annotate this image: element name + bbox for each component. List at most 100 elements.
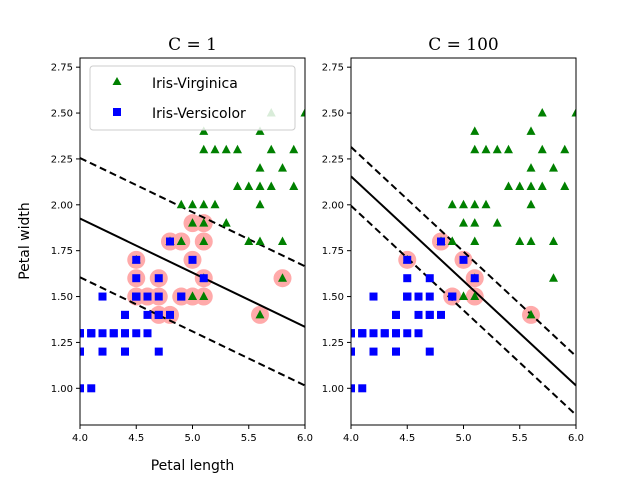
data-point-versicolor (109, 329, 118, 338)
chart-c1: C = 1 4.0 4.5 5.0 5.5 6.0 1.00 1.25 1.50 1.75 2.… (17, 35, 313, 474)
data-point-versicolor (154, 274, 163, 283)
data-point-virginica (255, 236, 265, 245)
data-point-versicolor (380, 329, 389, 338)
data-point-versicolor (166, 237, 174, 246)
data-point-virginica (470, 126, 480, 135)
data-point-virginica (221, 144, 231, 154)
data-point-virginica (526, 163, 536, 172)
data-point-virginica (278, 236, 287, 245)
data-point-virginica (188, 291, 197, 301)
x-tick-label: 6.0 (568, 433, 584, 444)
legend-marker-virginica (112, 77, 122, 85)
margin-line-upper (351, 146, 576, 357)
data-point-virginica (537, 181, 547, 190)
data-point-virginica (199, 199, 209, 209)
data-point-virginica (210, 199, 220, 209)
chart-title: C = 1 (168, 35, 217, 55)
data-point-virginica (526, 181, 536, 190)
y-tick-label: 1.75 (322, 246, 344, 257)
data-point-virginica (526, 309, 536, 319)
data-point-versicolor (403, 255, 412, 264)
data-point-versicolor (403, 292, 412, 301)
data-point-virginica (560, 144, 570, 154)
data-point-virginica (233, 181, 242, 190)
margin-line-lower (80, 276, 305, 387)
legend-box (89, 65, 296, 131)
data-point-virginica (447, 236, 457, 245)
data-point-versicolor (132, 255, 141, 264)
data-point-versicolor (199, 274, 208, 283)
data-point-virginica (255, 163, 265, 172)
data-point-virginica (549, 273, 558, 282)
data-point-virginica (176, 236, 186, 245)
data-point-virginica (560, 181, 570, 190)
data-point-virginica (526, 126, 536, 135)
data-point-virginica (199, 236, 209, 245)
data-point-virginica (526, 199, 536, 209)
data-point-virginica (233, 144, 242, 154)
data-point-virginica (221, 218, 231, 227)
data-point-virginica (447, 199, 457, 209)
data-point-versicolor (403, 274, 412, 283)
y-axis: 1.00 1.25 1.50 1.75 2.00 2.25 2.50 2.75 (51, 63, 80, 395)
data-point-versicolor (392, 347, 400, 356)
y-tick-label: 1.25 (51, 338, 73, 349)
data-point-virginica (210, 144, 220, 154)
margin-line-lower (351, 204, 576, 416)
legend: Iris-Virginica Iris-Versicolor (89, 65, 296, 131)
data-point-versicolor (369, 329, 378, 338)
x-tick-label: 6.0 (297, 433, 313, 444)
data-point-virginica (537, 108, 547, 117)
data-point-versicolor (143, 310, 152, 319)
data-point-virginica (300, 108, 305, 117)
data-point-versicolor (121, 329, 129, 338)
data-point-virginica (470, 144, 480, 154)
data-point-virginica (481, 144, 491, 154)
data-point-versicolor (392, 310, 400, 319)
data-point-virginica (549, 163, 558, 172)
x-axis: 4.0 4.5 5.0 5.5 6.0 (343, 425, 584, 444)
data-point-virginica (515, 181, 525, 190)
data-point-versicolor (351, 329, 355, 338)
data-point-versicolor (87, 329, 96, 338)
data-point-virginica (266, 181, 276, 190)
x-tick-label: 5.0 (185, 433, 201, 444)
data-point-virginica (515, 236, 525, 245)
data-point-virginica (459, 199, 468, 209)
data-point-virginica (549, 236, 558, 245)
y-tick-label: 2.25 (51, 154, 73, 165)
data-point-versicolor (121, 310, 129, 319)
data-point-versicolor (470, 274, 479, 283)
data-point-virginica (492, 144, 502, 154)
data-point-virginica (278, 273, 287, 282)
data-point-versicolor (392, 329, 400, 338)
data-point-virginica (504, 181, 513, 190)
data-point-versicolor (358, 384, 367, 393)
y-tick-label: 1.25 (322, 338, 344, 349)
data-point-versicolor (351, 347, 355, 356)
y-tick-label: 2.00 (51, 200, 73, 211)
plot-area (80, 108, 305, 393)
data-point-virginica (199, 144, 209, 154)
data-point-versicolor (425, 274, 434, 283)
data-point-versicolor (87, 384, 96, 393)
data-point-versicolor (403, 329, 412, 338)
y-tick-label: 2.00 (322, 200, 344, 211)
y-tick-label: 1.00 (322, 384, 344, 395)
data-point-versicolor (414, 329, 423, 338)
data-point-virginica (537, 144, 547, 154)
data-point-virginica (289, 181, 299, 190)
data-point-versicolor (437, 237, 445, 246)
y-tick-label: 2.50 (322, 109, 344, 120)
data-point-versicolor (80, 329, 84, 338)
data-point-versicolor (143, 329, 152, 338)
y-tick-label: 2.50 (51, 109, 73, 120)
data-point-virginica (176, 199, 186, 209)
data-point-virginica (255, 126, 265, 135)
data-point-versicolor (459, 255, 468, 264)
x-axis-label: Petal length (151, 458, 235, 474)
data-point-versicolor (437, 310, 445, 319)
data-point-versicolor (132, 329, 141, 338)
y-axis-label: Petal width (17, 202, 33, 280)
